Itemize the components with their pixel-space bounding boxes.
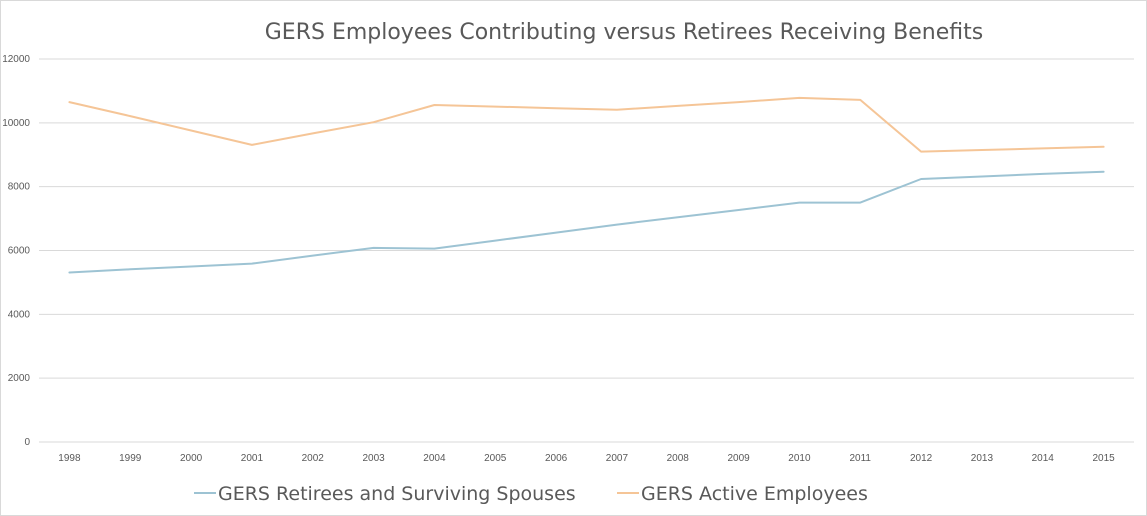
- chart-title: GERS Employees Contributing versus Retir…: [265, 20, 983, 45]
- y-tick-label: 8000: [8, 182, 31, 193]
- x-tick-label: 2004: [423, 453, 446, 464]
- x-tick-label: 2013: [971, 453, 994, 464]
- y-axis-tick-labels: 0 2000 4000 6000 8000 10000 12000: [2, 54, 30, 448]
- x-tick-label: 2007: [606, 453, 629, 464]
- x-tick-label: 2002: [302, 453, 325, 464]
- y-tick-label: 10000: [2, 118, 30, 129]
- x-axis-tick-labels: 1998 1999 2000 2001 2002 2003 2004 2005 2006 2007…: [58, 453, 1115, 464]
- y-tick-label: 12000: [2, 54, 30, 65]
- x-tick-label: 2015: [1092, 453, 1115, 464]
- legend-label-0: GERS Retirees and Surviving Spouses: [218, 483, 576, 505]
- gridlines: [39, 58, 1134, 443]
- x-tick-label: 2014: [1032, 453, 1055, 464]
- x-tick-label: 2003: [362, 453, 385, 464]
- x-tick-label: 1999: [119, 453, 142, 464]
- series-line-1: [68, 96, 1105, 153]
- x-tick-label: 2006: [545, 453, 568, 464]
- y-tick-label: 2000: [8, 373, 31, 384]
- x-tick-label: 1998: [58, 453, 81, 464]
- series-lines: [68, 96, 1105, 274]
- series-line-0: [68, 170, 1105, 274]
- x-tick-label: 2009: [727, 453, 750, 464]
- legend: GERS Retirees and Surviving Spouses GERS …: [194, 483, 868, 505]
- x-tick-label: 2012: [910, 453, 933, 464]
- y-tick-label: 6000: [8, 246, 31, 257]
- x-tick-label: 2001: [241, 453, 264, 464]
- y-tick-label: 0: [24, 437, 30, 448]
- x-tick-label: 2011: [849, 453, 871, 464]
- x-tick-label: 2008: [667, 453, 690, 464]
- x-tick-label: 2005: [484, 453, 507, 464]
- x-tick-label: 2000: [180, 453, 203, 464]
- legend-label-1: GERS Active Employees: [641, 483, 868, 505]
- x-tick-label: 2010: [788, 453, 811, 464]
- y-tick-label: 4000: [8, 309, 31, 320]
